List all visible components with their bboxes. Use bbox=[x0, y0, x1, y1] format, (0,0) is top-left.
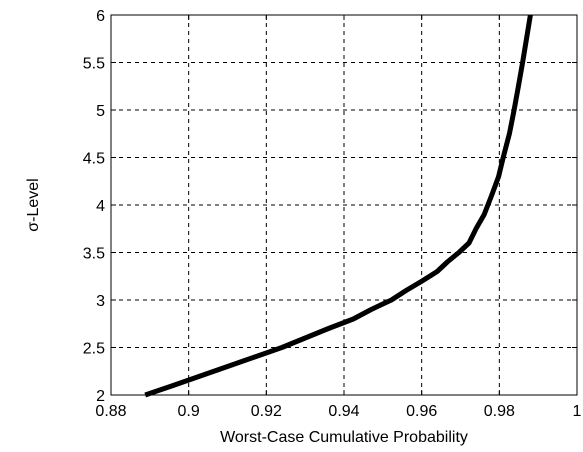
x-tick-label: 1 bbox=[573, 403, 582, 420]
y-tick-label: 3 bbox=[96, 293, 105, 310]
y-tick-label: 3.5 bbox=[83, 246, 105, 263]
y-tick-label: 4.5 bbox=[83, 151, 105, 168]
y-tick-labels: 2 2.5 3 3.5 4 4.5 5 5.5 6 bbox=[83, 8, 105, 405]
y-tick-label: 6 bbox=[96, 8, 105, 25]
y-tick-label: 5.5 bbox=[83, 56, 105, 73]
x-tick-label: 0.88 bbox=[95, 403, 126, 420]
x-tick-label: 0.92 bbox=[251, 403, 282, 420]
plot-area bbox=[144, 14, 533, 398]
series-line bbox=[144, 14, 533, 398]
y-tick-label: 2 bbox=[96, 388, 105, 405]
axis-ticks bbox=[110, 14, 578, 396]
y-tick-label: 5 bbox=[96, 103, 105, 120]
x-tick-label: 0.96 bbox=[406, 403, 437, 420]
y-axis-label: σ-Level bbox=[25, 178, 42, 231]
x-tick-label: 0.98 bbox=[484, 403, 515, 420]
x-axis-label: Worst-Case Cumulative Probability bbox=[220, 429, 468, 446]
x-tick-label: 0.94 bbox=[328, 403, 359, 420]
x-tick-label: 0.9 bbox=[178, 403, 200, 420]
y-tick-label: 2.5 bbox=[83, 341, 105, 358]
y-tick-label: 4 bbox=[96, 198, 105, 215]
grid bbox=[111, 15, 577, 395]
x-tick-labels: 0.88 0.9 0.92 0.94 0.96 0.98 1 bbox=[95, 403, 581, 420]
